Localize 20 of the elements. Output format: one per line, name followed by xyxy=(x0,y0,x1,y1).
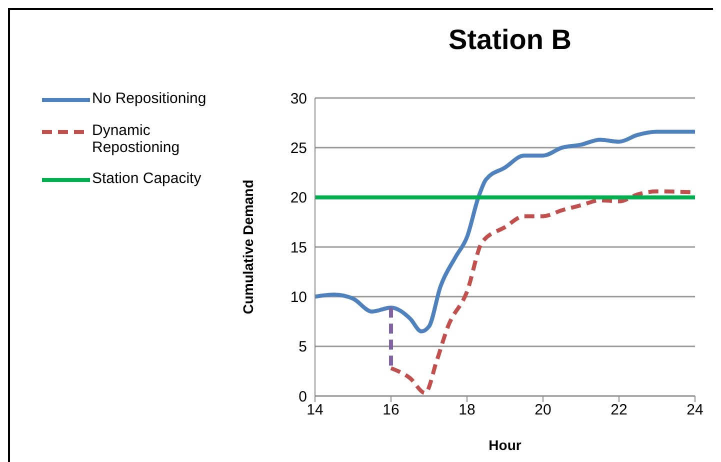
legend-label: No Repositioning xyxy=(92,90,208,107)
x-tick-label: 18 xyxy=(458,402,476,419)
y-tick-label: 0 xyxy=(298,388,307,406)
legend-label: Dynamic Repostioning xyxy=(92,122,181,156)
y-tick-label: 15 xyxy=(290,239,307,256)
y-tick-label: 30 xyxy=(290,90,307,108)
legend-label: Station Capacity xyxy=(92,170,202,187)
y-tick-label: 20 xyxy=(290,190,307,207)
y-tick-label: 25 xyxy=(290,140,307,157)
x-tick-label: 14 xyxy=(306,402,324,419)
y-tick-label: 10 xyxy=(290,288,307,306)
x-tick-label: 20 xyxy=(534,402,552,419)
y-axis-title: Cumulative Demand xyxy=(240,180,256,314)
x-tick-label: 16 xyxy=(382,402,400,419)
x-tick-label: 22 xyxy=(610,402,628,419)
x-tick-label: 24 xyxy=(686,402,704,419)
chart-title: Station B xyxy=(448,24,572,56)
line-series xyxy=(315,130,695,334)
x-axis-title: Hour xyxy=(488,437,522,453)
y-tick-label: 5 xyxy=(298,338,307,356)
